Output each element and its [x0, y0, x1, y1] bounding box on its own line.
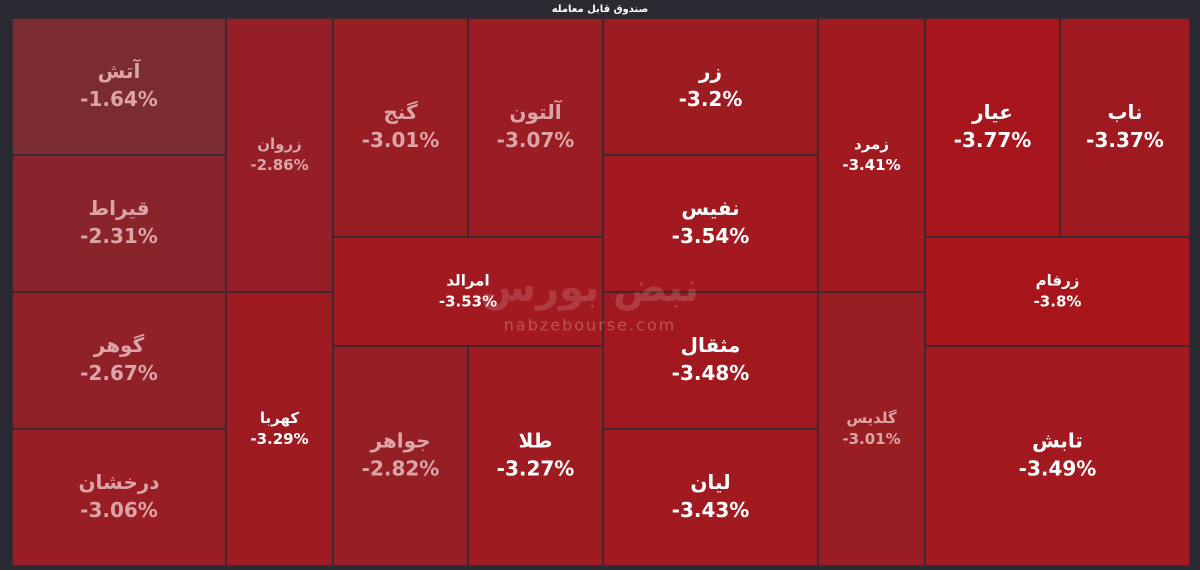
tile-label: زر — [698, 59, 722, 83]
tile-label: جواهر — [369, 429, 430, 453]
tile-label: گلدیس — [846, 409, 897, 427]
tile-label: زمرد — [854, 135, 889, 153]
tile-value: -3.01% — [842, 430, 900, 448]
tile-value: -3.27% — [497, 457, 575, 481]
tile — [225, 17, 334, 293]
tile — [332, 17, 469, 238]
tile-label: گوهر — [93, 333, 145, 357]
tile — [924, 345, 1191, 567]
tile — [924, 236, 1191, 347]
tile-value: -3.07% — [497, 128, 575, 152]
tile — [332, 345, 469, 567]
tile-label: آتش — [98, 58, 142, 83]
watermark-logo: نبض بورس — [481, 265, 699, 311]
tile — [817, 291, 926, 567]
tile — [11, 17, 227, 156]
tile-value: -3.2% — [679, 87, 743, 111]
tile-value: -3.77% — [954, 128, 1032, 152]
tile-label: کهربا — [260, 409, 299, 427]
tile — [924, 17, 1061, 238]
tile-label: مثقال — [681, 333, 741, 357]
tile-value: -1.64% — [80, 87, 158, 111]
tile — [817, 17, 926, 293]
tile-value: -3.53% — [439, 293, 497, 311]
tile — [467, 17, 604, 238]
tile — [11, 291, 227, 430]
tiles: آتش -1.64% قیراط -2.31% گوهر -2.67% درخشان -3.0… — [11, 17, 1191, 567]
tile-value: -3.06% — [80, 498, 158, 522]
tile-value: -3.29% — [250, 430, 308, 448]
tile-value: -3.41% — [842, 156, 900, 174]
tile — [11, 428, 227, 567]
tile-label: زرفام — [1036, 272, 1080, 290]
tile — [332, 236, 604, 347]
tile-label: گنج — [383, 100, 418, 124]
tile-value: -3.8% — [1034, 293, 1082, 311]
tile-label: ناب — [1107, 100, 1142, 124]
tile-label: طلا — [518, 429, 552, 453]
tile — [225, 291, 334, 567]
tile-value: -3.48% — [672, 361, 750, 385]
tile — [602, 17, 819, 156]
tile-value: -2.67% — [80, 361, 158, 385]
tile-label: درخشان — [78, 470, 159, 494]
watermark-site: nabzebourse.com — [504, 316, 676, 335]
tile-value: -3.01% — [362, 128, 440, 152]
tile-value: -2.86% — [250, 156, 308, 174]
tile — [602, 291, 819, 430]
tile — [467, 345, 604, 567]
tile-value: -3.37% — [1086, 128, 1164, 152]
tile-value: -3.43% — [672, 498, 750, 522]
tile-value: -3.49% — [1019, 457, 1097, 481]
chart-title: صندوق قابل معامله — [552, 4, 649, 15]
tile-label: امرالد — [446, 272, 489, 290]
tile — [1059, 17, 1191, 238]
tile-label: آلتون — [509, 99, 562, 124]
tile-label: عیار — [971, 100, 1013, 124]
tile-value: -3.54% — [672, 224, 750, 248]
tile-label: زروان — [257, 135, 302, 153]
tile-label: قیراط — [88, 196, 149, 220]
tile — [602, 428, 819, 567]
tile-value: -2.31% — [80, 224, 158, 248]
tile-label: تابش — [1032, 429, 1083, 453]
tile-label: لیان — [690, 470, 730, 494]
tile-value: -2.82% — [362, 457, 440, 481]
tile-label: نفیس — [681, 196, 739, 220]
